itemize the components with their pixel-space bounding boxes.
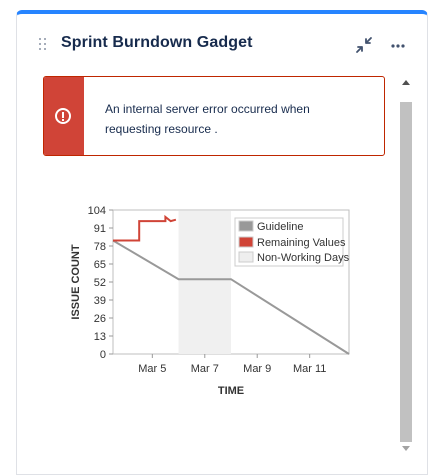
gadget-content: An internal server error occurred when r… xyxy=(17,70,395,470)
guideline-series xyxy=(112,239,350,355)
y-tick-label: 78 xyxy=(94,241,106,253)
y-tick-label: 104 xyxy=(88,205,106,217)
more-options-icon xyxy=(391,44,405,48)
error-icon-strip xyxy=(44,77,84,155)
x-tick-label: Mar 7 xyxy=(191,363,219,375)
y-tick-label: 52 xyxy=(94,277,106,289)
scrollbar-thumb[interactable] xyxy=(400,102,412,442)
legend-swatch-non-working xyxy=(238,251,254,263)
drag-handle-icon[interactable] xyxy=(39,38,49,52)
y-tick-label: 26 xyxy=(94,313,106,325)
sprint-burndown-gadget: Sprint Burndown Gadget An internal serve… xyxy=(16,10,428,475)
scroll-up-arrow-icon[interactable] xyxy=(402,80,410,85)
y-tick-label: 0 xyxy=(100,349,106,361)
error-message-text: An internal server error occurred when r… xyxy=(105,102,310,136)
y-tick-label: 91 xyxy=(94,223,106,235)
legend-label-remaining: Remaining Values xyxy=(257,237,346,249)
y-tick-label: 39 xyxy=(94,295,106,307)
error-icon xyxy=(55,108,71,124)
x-tick-label: Mar 9 xyxy=(243,363,271,375)
x-tick-label: Mar 11 xyxy=(293,363,326,375)
scroll-down-arrow-icon[interactable] xyxy=(402,446,410,451)
minimize-icon xyxy=(356,37,372,53)
y-axis-label: ISSUE COUNT xyxy=(70,244,82,319)
legend: Guideline Remaining Values Non-Working D… xyxy=(234,217,350,267)
legend-swatch-guideline xyxy=(238,220,254,232)
x-axis-label: TIME xyxy=(218,385,244,397)
x-tick-label: Mar 5 xyxy=(138,363,166,375)
more-options-button[interactable] xyxy=(389,36,407,54)
remaining-values-series xyxy=(113,214,177,242)
legend-label-non-working: Non-Working Days xyxy=(257,252,350,264)
gadget-title: Sprint Burndown Gadget xyxy=(61,34,253,51)
non-working-days-band xyxy=(178,211,231,354)
legend-swatch-remaining xyxy=(238,236,254,248)
y-tick-label: 13 xyxy=(94,331,106,343)
burndown-chart-svg: 0 13 26 39 52 65 78 91 104 Mar 5 Mar 7 Mar 9 Mar 11… xyxy=(70,205,350,397)
burndown-chart: 0 13 26 39 52 65 78 91 104 Mar 5 Mar 7 Mar 9 Mar 11… xyxy=(65,188,365,398)
scrollbar[interactable] xyxy=(398,74,412,456)
y-tick-label: 65 xyxy=(94,259,106,271)
minimize-button[interactable] xyxy=(355,36,373,54)
legend-label-guideline: Guideline xyxy=(257,221,303,233)
error-message-box: An internal server error occurred when r… xyxy=(43,76,385,156)
